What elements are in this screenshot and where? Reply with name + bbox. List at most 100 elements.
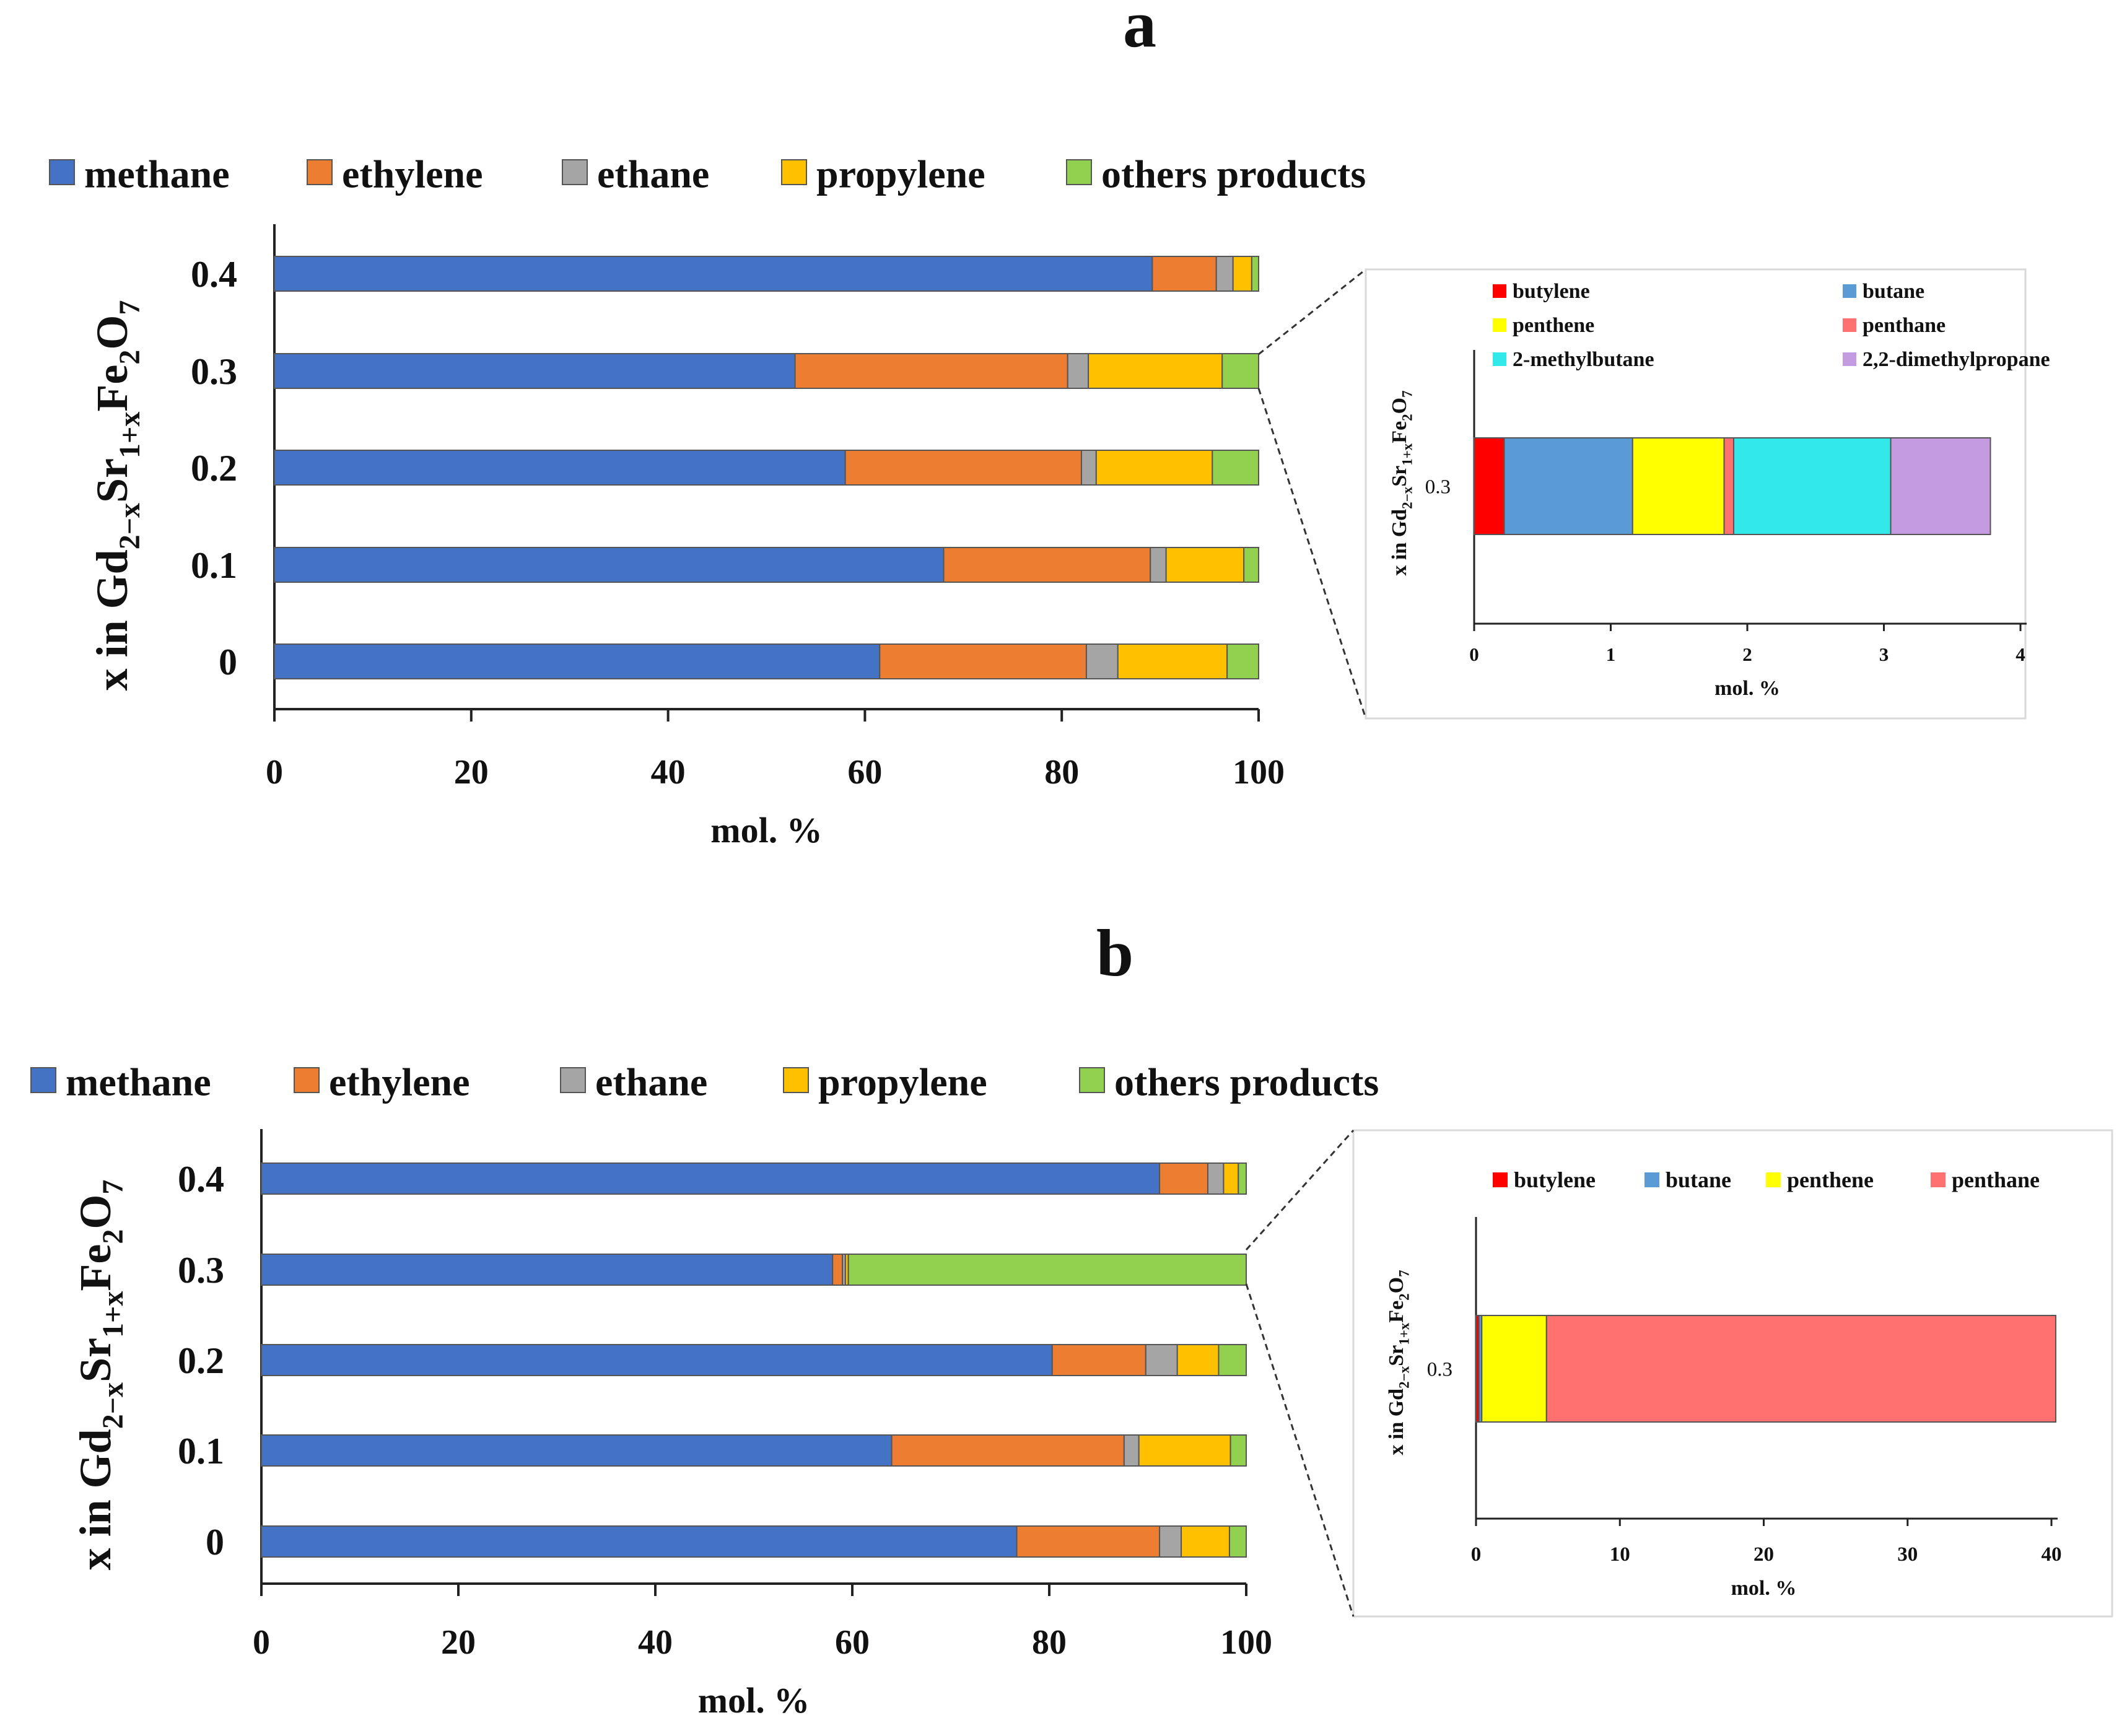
bar-butane-0-3 (1503, 437, 1633, 535)
legend-label-butane: butane (1666, 1167, 1731, 1192)
x-tick-label: 1 (1606, 643, 1616, 665)
x-axis-label: mol. % (710, 810, 822, 850)
x-tick-label: 0 (266, 753, 283, 792)
legend-swatch-2-methylbutane (1493, 352, 1506, 366)
x-axis-label: mol. % (1731, 1577, 1797, 1600)
legend-swatch-penthene (1493, 318, 1506, 332)
legend-label-butylene: butylene (1513, 280, 1590, 303)
y-axis-label-subscript: 2−x (97, 1382, 129, 1429)
bar-penthane-0-3 (1545, 1315, 2056, 1423)
chart-a-inset: 0 1 2 3 4 mol. % 0.3 butylene butane penthene pent… (1257, 268, 2050, 720)
y-axis-label-subscript: 2−x (113, 503, 146, 549)
legend-label-penthane: penthane (1952, 1167, 2040, 1192)
y-axis-label-subscript: 2 (1400, 414, 1415, 421)
legend-swatch-ethylene (307, 159, 333, 185)
x-tick-label: 40 (2042, 1543, 2062, 1566)
x-axis-label: mol. % (1714, 677, 1780, 700)
y-axis-label-part: Sr (1388, 466, 1411, 487)
y-axis-label-subscript: 1+x (1400, 443, 1415, 466)
x-tick-label: 100 (1220, 1623, 1272, 1662)
x-tick-label: 20 (1754, 1543, 1774, 1566)
bar-ethylene-0-4 (1159, 1162, 1208, 1195)
bar-methane-0-2 (274, 450, 846, 486)
bar-propylene-0 (1117, 643, 1228, 679)
y-axis-label-subscript: 2−x (1400, 486, 1415, 509)
x-tick-label: 60 (847, 753, 882, 792)
x-tick-label: 3 (1879, 643, 1889, 665)
bar-others-products-0-2 (1212, 450, 1260, 486)
legend-swatch-ethylene (294, 1067, 320, 1093)
legend-label-2-methylbutane: 2-methylbutane (1513, 348, 1654, 371)
chart-a-main: 0 20 40 60 80 100 mol. % 0.4 0.3 0.2 0.1 0 methane et… (49, 152, 1366, 850)
legend-swatch-methane (30, 1067, 56, 1093)
legend-label-others-products: others products (1101, 152, 1366, 196)
y-axis-label-part: x in Gd (71, 1429, 120, 1570)
legend-swatch-penthene (1766, 1172, 1781, 1187)
y-category-label: 0.3 (1427, 1359, 1452, 1381)
legend-swatch-penthane (1931, 1172, 1946, 1187)
y-axis-label-subscript: 7 (97, 1180, 129, 1195)
bar-penthane-0-3 (1723, 437, 1734, 535)
bar-others-products-0-4 (1251, 256, 1259, 292)
legend-label-ethylene: ethylene (342, 152, 483, 196)
legend-label-penthane: penthane (1863, 314, 1946, 337)
y-axis-label-part: Sr (71, 1338, 120, 1382)
legend-label-propylene: propylene (816, 152, 985, 196)
x-tick-label: 100 (1233, 753, 1285, 792)
legend-label-ethane: ethane (597, 152, 709, 196)
bar-ethylene-0-3 (794, 353, 1068, 389)
chart-b-inset: 0 10 20 30 40 mol. % 0.3 butylene butane penthene… (1245, 1129, 2113, 1618)
y-category-label: 0.1 (178, 1431, 224, 1472)
legend-swatch-butylene (1493, 1172, 1508, 1187)
y-category-label: 0.3 (1425, 476, 1451, 499)
y-axis-label-part: O (87, 315, 137, 350)
legend-label-butylene: butylene (1514, 1167, 1596, 1192)
bar-ethane-0-2 (1145, 1344, 1178, 1376)
bar-ethane-0-4 (1207, 1162, 1225, 1195)
x-tick-label: 0 (1471, 1543, 1482, 1566)
bar-propylene-0-4 (1232, 256, 1252, 292)
bar-ethylene-0-2 (1051, 1344, 1146, 1376)
legend-label-butane: butane (1863, 280, 1924, 303)
zoom-connector-line (1257, 388, 1367, 719)
bar-methane-0-3 (261, 1254, 834, 1286)
legend-swatch-ethane (560, 1067, 586, 1093)
x-tick-label: 0 (1469, 643, 1479, 665)
bar-others-products-0-4 (1238, 1162, 1247, 1195)
legend-swatch-butane (1644, 1172, 1659, 1187)
legend-swatch-propylene (781, 159, 807, 185)
bar-propylene-0-4 (1223, 1162, 1239, 1195)
bar-ethane-0-1 (1123, 1434, 1140, 1467)
y-category-label: 0.3 (191, 351, 237, 392)
x-axis-label: mol. % (698, 1680, 810, 1721)
bar-methane-0-1 (274, 547, 945, 583)
y-axis-label-subscript: 7 (1397, 1270, 1412, 1277)
zoom-connector-line (1245, 1283, 1355, 1617)
y-axis-label-subscript: 1+x (97, 1291, 129, 1338)
bar-methane-0 (274, 643, 881, 679)
bar-methane-0-3 (274, 353, 796, 389)
bar-ethane-0 (1085, 643, 1119, 679)
zoom-connector-line (1245, 1129, 1355, 1251)
x-tick-label: 40 (651, 753, 686, 792)
y-category-label: 0.3 (178, 1250, 224, 1291)
bar-others-products-0-1 (1229, 1434, 1247, 1467)
x-tick-label: 4 (2016, 643, 2025, 665)
y-axis-label-part: O (71, 1195, 120, 1229)
bar-propylene-0 (1181, 1525, 1230, 1558)
panel-a-label: a (1123, 0, 1156, 61)
bar-ethylene-0 (879, 643, 1087, 679)
y-axis-label-part: x in Gd (87, 549, 137, 691)
y-category-label: 0.2 (191, 448, 237, 489)
y-axis-label-subscript: 1+x (113, 412, 146, 458)
y-category-label: 0 (206, 1522, 224, 1563)
bar-ethylene-0-1 (943, 547, 1151, 583)
bar-others-products-0 (1228, 1525, 1247, 1558)
legend-swatch-ethane (562, 159, 588, 185)
y-axis-label-part: Fe (87, 365, 137, 412)
y-axis-label-part: Sr (1385, 1345, 1408, 1366)
x-tick-label: 30 (1897, 1543, 1918, 1566)
y-axis-label-subscript: 2 (113, 350, 146, 365)
legend-label-others-products: others products (1114, 1060, 1379, 1104)
